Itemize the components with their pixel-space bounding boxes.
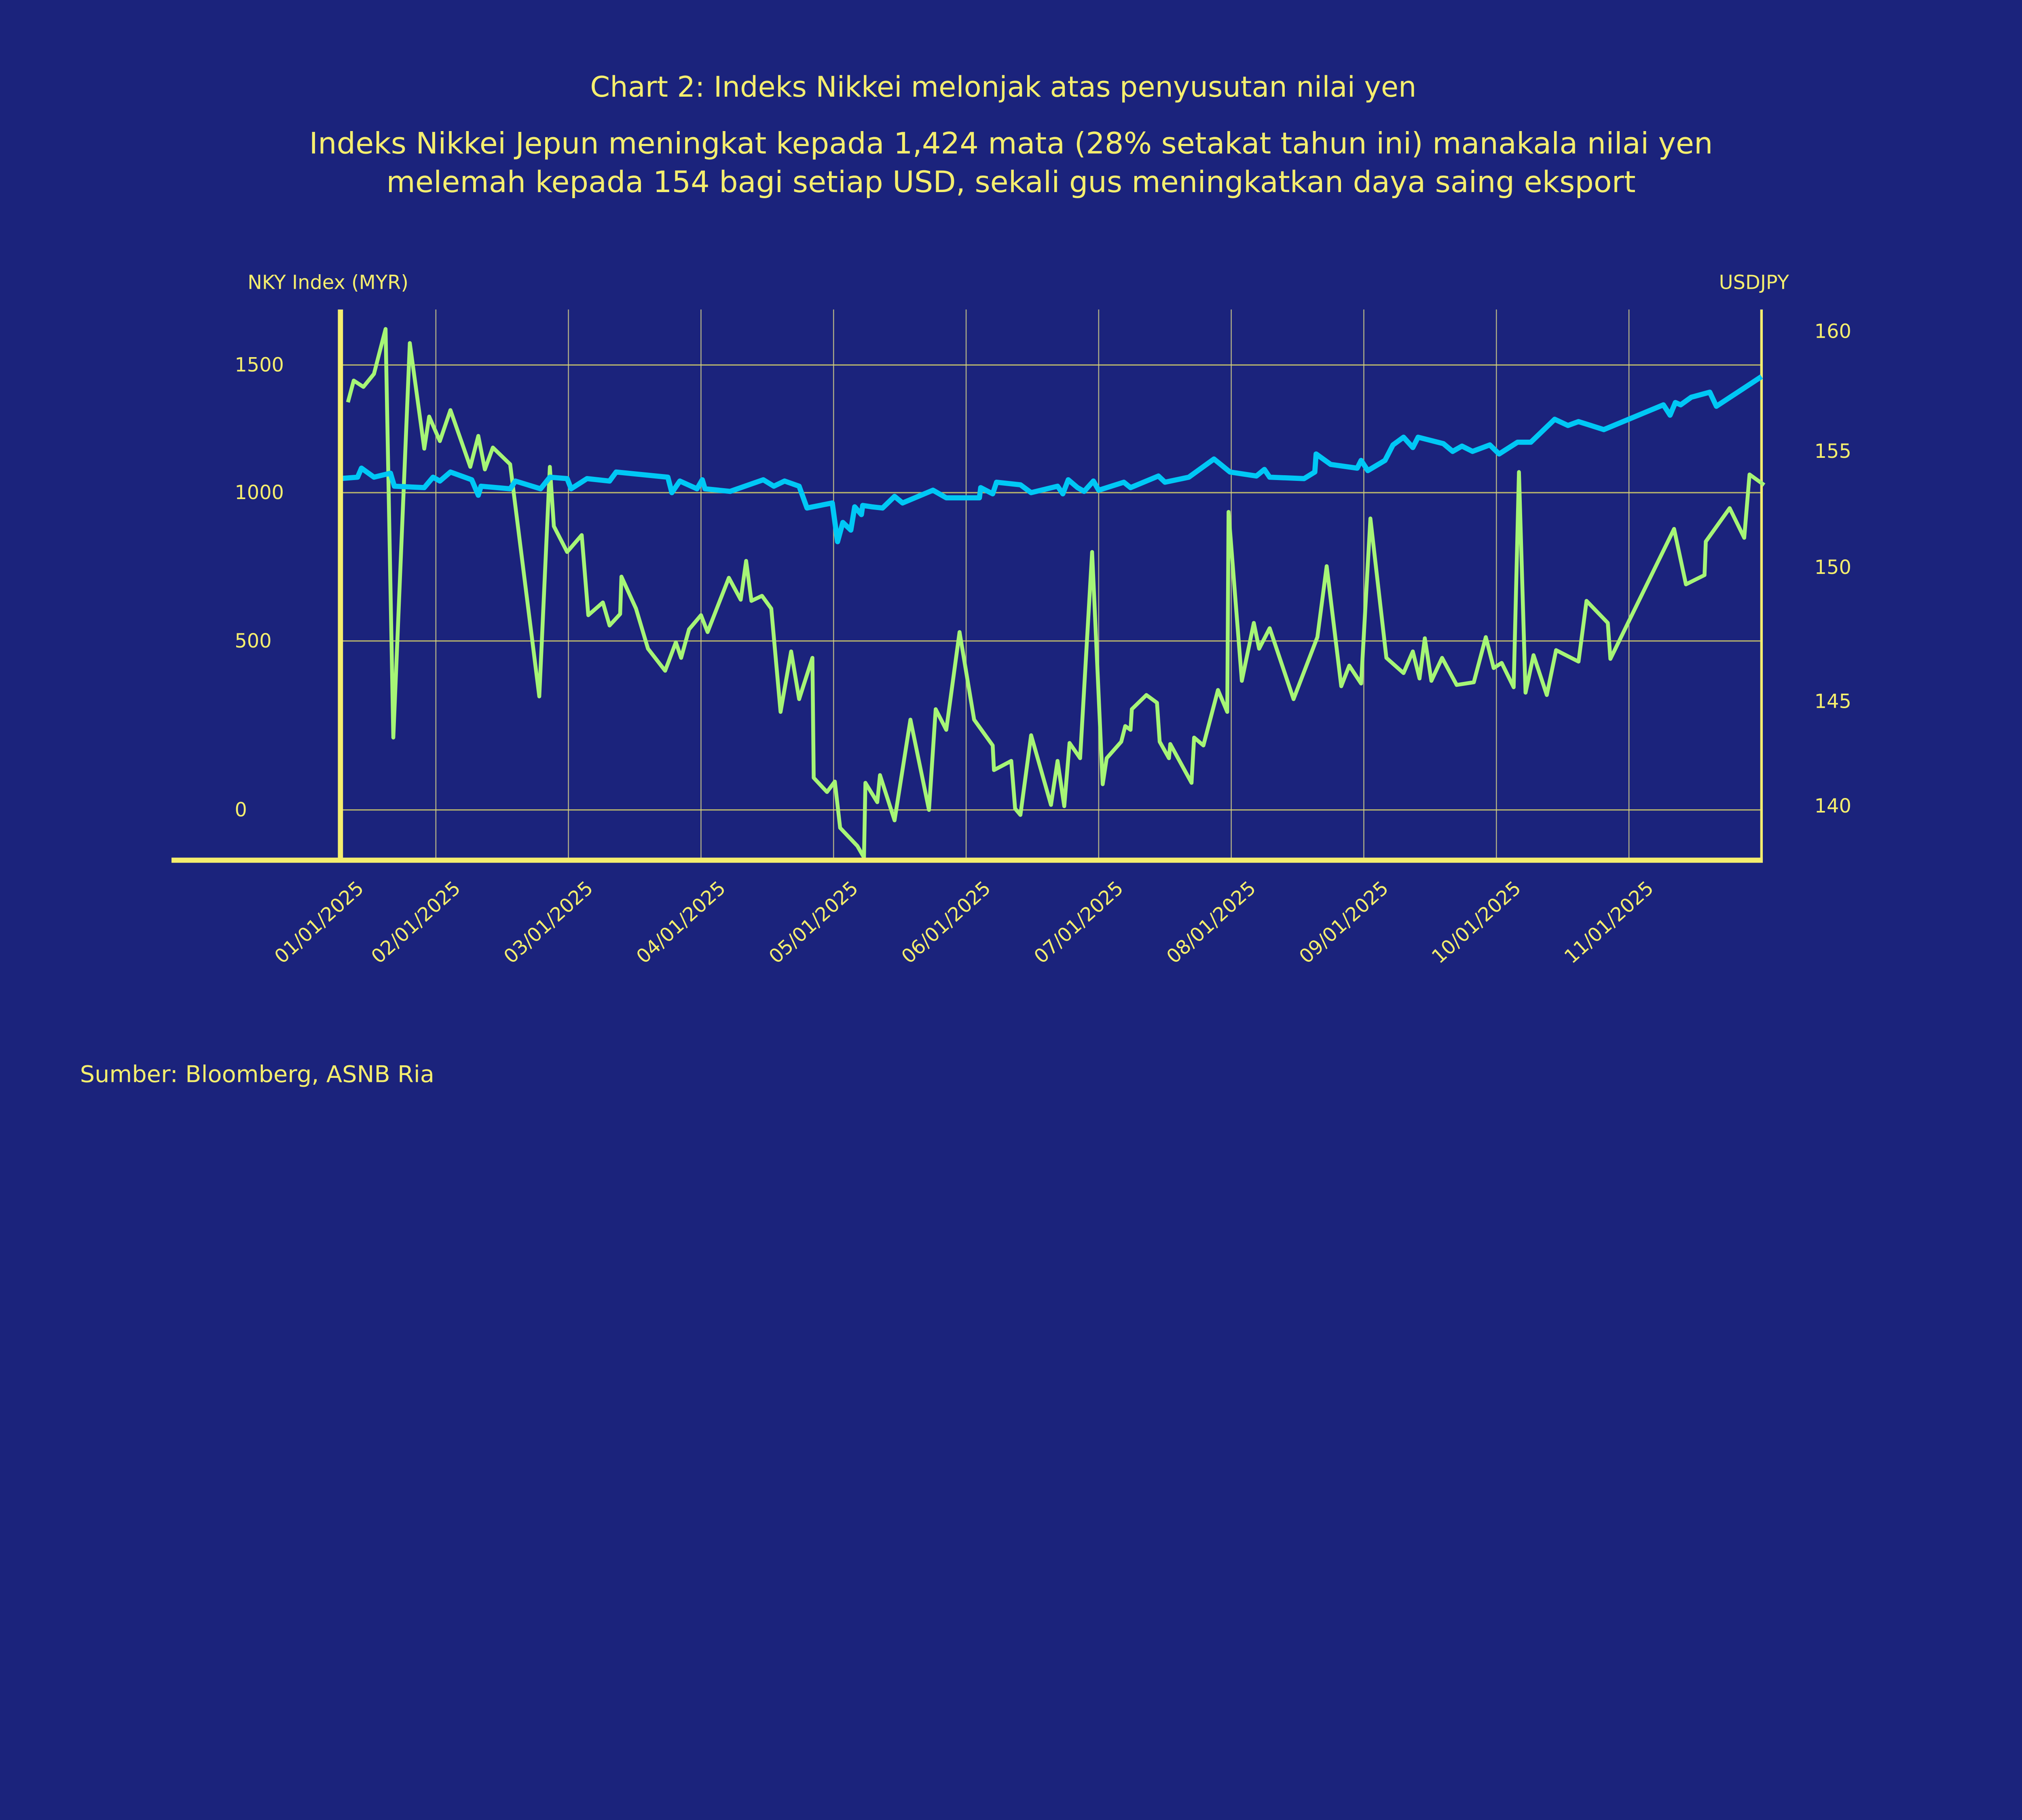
right-tick-label: 155 xyxy=(1815,440,1851,463)
left-tick-label: 0 xyxy=(235,799,247,821)
right-tick-label: 150 xyxy=(1815,557,1851,579)
usdjpy-line xyxy=(339,374,1763,544)
axes xyxy=(171,309,1763,863)
right-axis-title: USDJPY xyxy=(1719,271,1789,294)
series-lines xyxy=(339,327,1766,860)
left-tick-label: 500 xyxy=(235,630,271,652)
chart-subtitle-line-1: Indeks Nikkei Jepun meningkat kepada 1,4… xyxy=(309,126,1713,161)
chart-background xyxy=(0,0,2022,1138)
right-tick-label: 160 xyxy=(1815,320,1851,343)
left-tick-label: 1000 xyxy=(235,482,284,504)
chart: Chart 2: Indeks Nikkei melonjak atas pen… xyxy=(0,0,2022,1138)
nky-index-line xyxy=(346,327,1766,860)
left-axis-title: NKY Index (MYR) xyxy=(247,271,408,294)
chart-title: Chart 2: Indeks Nikkei melonjak atas pen… xyxy=(590,70,1416,104)
source-note: Sumber: Bloomberg, ASNB Ria xyxy=(80,1060,434,1088)
left-tick-label: 1500 xyxy=(235,354,284,376)
right-tick-label: 145 xyxy=(1815,691,1851,713)
gridlines xyxy=(340,309,1763,860)
right-tick-label: 140 xyxy=(1815,795,1851,817)
chart-subtitle-line-2: melemah kepada 154 bagi setiap USD, seka… xyxy=(386,165,1635,199)
